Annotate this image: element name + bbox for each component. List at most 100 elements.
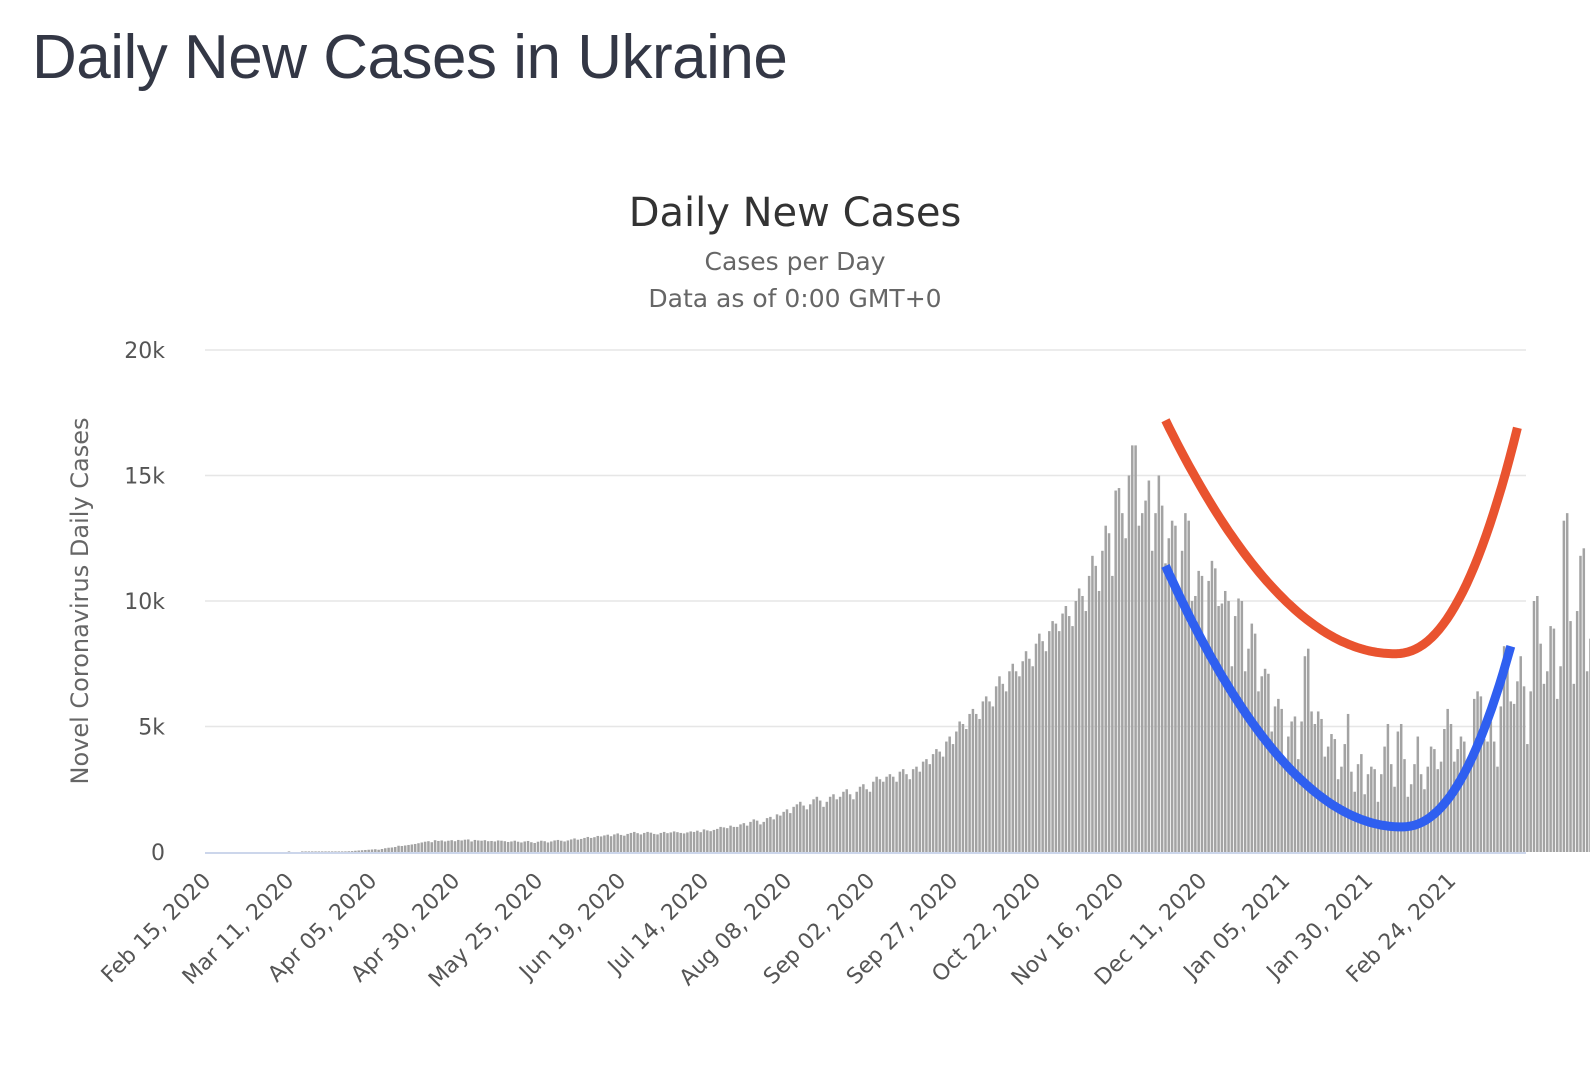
bar — [1356, 764, 1360, 852]
y-tick-label: 20k — [124, 339, 165, 364]
bar — [1011, 663, 1015, 852]
bar — [732, 826, 736, 852]
bar — [1519, 656, 1522, 852]
bar — [1476, 691, 1479, 852]
bar — [1386, 723, 1390, 852]
bar — [842, 791, 845, 852]
bar — [1024, 651, 1028, 852]
bar — [1433, 749, 1436, 852]
bar — [583, 837, 586, 852]
bar — [563, 841, 566, 852]
bar — [669, 832, 673, 852]
bar — [1529, 691, 1532, 852]
bar — [304, 851, 307, 852]
bar — [1190, 601, 1194, 852]
bar — [925, 759, 928, 852]
y-axis-ticks: 0 5k 10k 15k 20k — [124, 339, 165, 866]
bar — [473, 839, 477, 852]
bar-series — [287, 445, 1590, 853]
bar — [629, 832, 633, 852]
bar — [848, 794, 852, 852]
bar — [822, 806, 825, 852]
bar — [579, 838, 583, 852]
bar — [782, 811, 785, 852]
bar — [1167, 538, 1171, 852]
bar — [1147, 480, 1151, 852]
bar — [1214, 568, 1217, 852]
bar — [310, 851, 314, 852]
bar — [672, 831, 676, 852]
bar — [1041, 641, 1044, 852]
bar — [1287, 736, 1290, 852]
bar — [935, 749, 938, 852]
bar — [1549, 626, 1552, 852]
bar — [1121, 513, 1124, 852]
bar — [423, 841, 427, 852]
bar — [918, 771, 922, 852]
bar — [742, 823, 746, 852]
bar — [1479, 696, 1483, 852]
bar — [666, 833, 669, 852]
bar — [1124, 538, 1127, 852]
bar — [1399, 723, 1403, 852]
bar — [1562, 520, 1566, 852]
bar — [931, 754, 935, 852]
bar — [550, 841, 553, 852]
bar — [639, 834, 643, 852]
bar — [1194, 595, 1197, 852]
bar — [835, 799, 839, 852]
bar — [1028, 658, 1031, 852]
bar — [1463, 741, 1466, 852]
bar — [606, 834, 609, 852]
bar — [868, 791, 872, 852]
bar — [1396, 731, 1400, 852]
bar — [1555, 698, 1559, 852]
bar — [642, 832, 646, 852]
bar — [500, 840, 503, 852]
bar — [526, 840, 530, 852]
bar — [712, 829, 716, 852]
chart-title: Daily New Cases — [629, 190, 962, 236]
bar — [1466, 766, 1469, 852]
bar — [1051, 621, 1054, 852]
bar — [1419, 774, 1423, 852]
bar — [1243, 671, 1247, 852]
bar — [344, 851, 347, 852]
bar — [1107, 533, 1111, 852]
bar — [775, 814, 779, 852]
y-axis-label: Novel Coronavirus Daily Cases — [66, 418, 94, 785]
bar — [1057, 631, 1061, 852]
bar — [433, 840, 437, 852]
bar — [1247, 648, 1250, 852]
bar — [646, 831, 649, 852]
bar — [974, 713, 978, 852]
bar — [682, 833, 686, 852]
bar — [1204, 651, 1207, 852]
bar — [1250, 623, 1254, 852]
bar — [656, 834, 659, 852]
bar — [945, 741, 948, 852]
bar — [1104, 525, 1107, 852]
bar — [1233, 616, 1237, 852]
bar — [1044, 651, 1048, 852]
bar — [457, 839, 460, 852]
chart-subtitle-line-2: Data as of 0:00 GMT+0 — [648, 284, 941, 313]
bar — [1565, 513, 1569, 852]
bar — [1300, 721, 1303, 852]
bar — [463, 839, 467, 852]
bar — [430, 842, 434, 852]
bar — [689, 831, 692, 852]
bar — [1134, 445, 1137, 852]
bar — [1174, 525, 1177, 852]
bar — [696, 830, 699, 852]
bar — [1237, 598, 1240, 852]
bar — [1413, 764, 1416, 852]
bar — [716, 828, 719, 852]
bar — [596, 835, 600, 852]
bar — [503, 841, 507, 852]
bar — [901, 769, 905, 852]
bar — [476, 840, 480, 852]
bar — [493, 841, 497, 852]
